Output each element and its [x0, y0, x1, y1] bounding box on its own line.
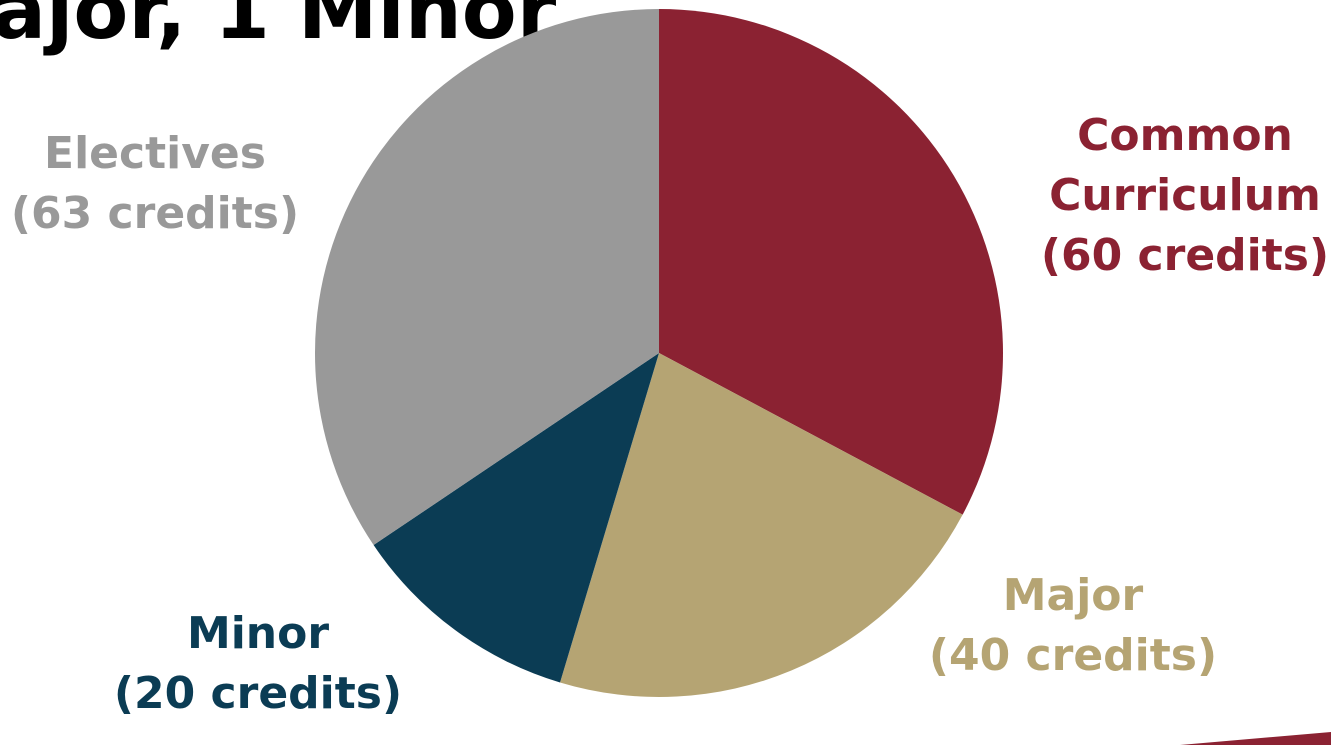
- pie-slices: [314, 9, 1003, 697]
- slide-title: ajor, 1 Minor: [0, 0, 557, 57]
- slice-label-line: (40 credits): [929, 630, 1217, 681]
- slice-label-line: (63 credits): [11, 188, 299, 239]
- slice-label-line: Curriculum: [1049, 170, 1321, 221]
- slice-label: Electives (63 credits): [11, 128, 299, 239]
- slice-label-line: Electives: [44, 128, 266, 179]
- pie-slice: [560, 353, 963, 697]
- pie-slice: [659, 9, 1003, 515]
- slice-label-line: (20 credits): [114, 668, 402, 719]
- slice-label: Minor (20 credits): [114, 608, 402, 719]
- slice-label-line: Common: [1077, 110, 1293, 161]
- slice-label-line: (60 credits): [1041, 230, 1329, 281]
- slice-labels: Common Curriculum (60 credits) Major (40 cre…: [11, 110, 1329, 719]
- pie-slice: [314, 9, 659, 546]
- slice-label-line: Minor: [187, 608, 329, 659]
- slice-label: Major (40 credits): [929, 570, 1217, 681]
- pie-slice: [373, 353, 659, 683]
- decorative-swoosh: [1180, 732, 1331, 745]
- slice-label-line: Major: [1003, 570, 1144, 621]
- slice-label: Common Curriculum (60 credits): [1041, 110, 1329, 281]
